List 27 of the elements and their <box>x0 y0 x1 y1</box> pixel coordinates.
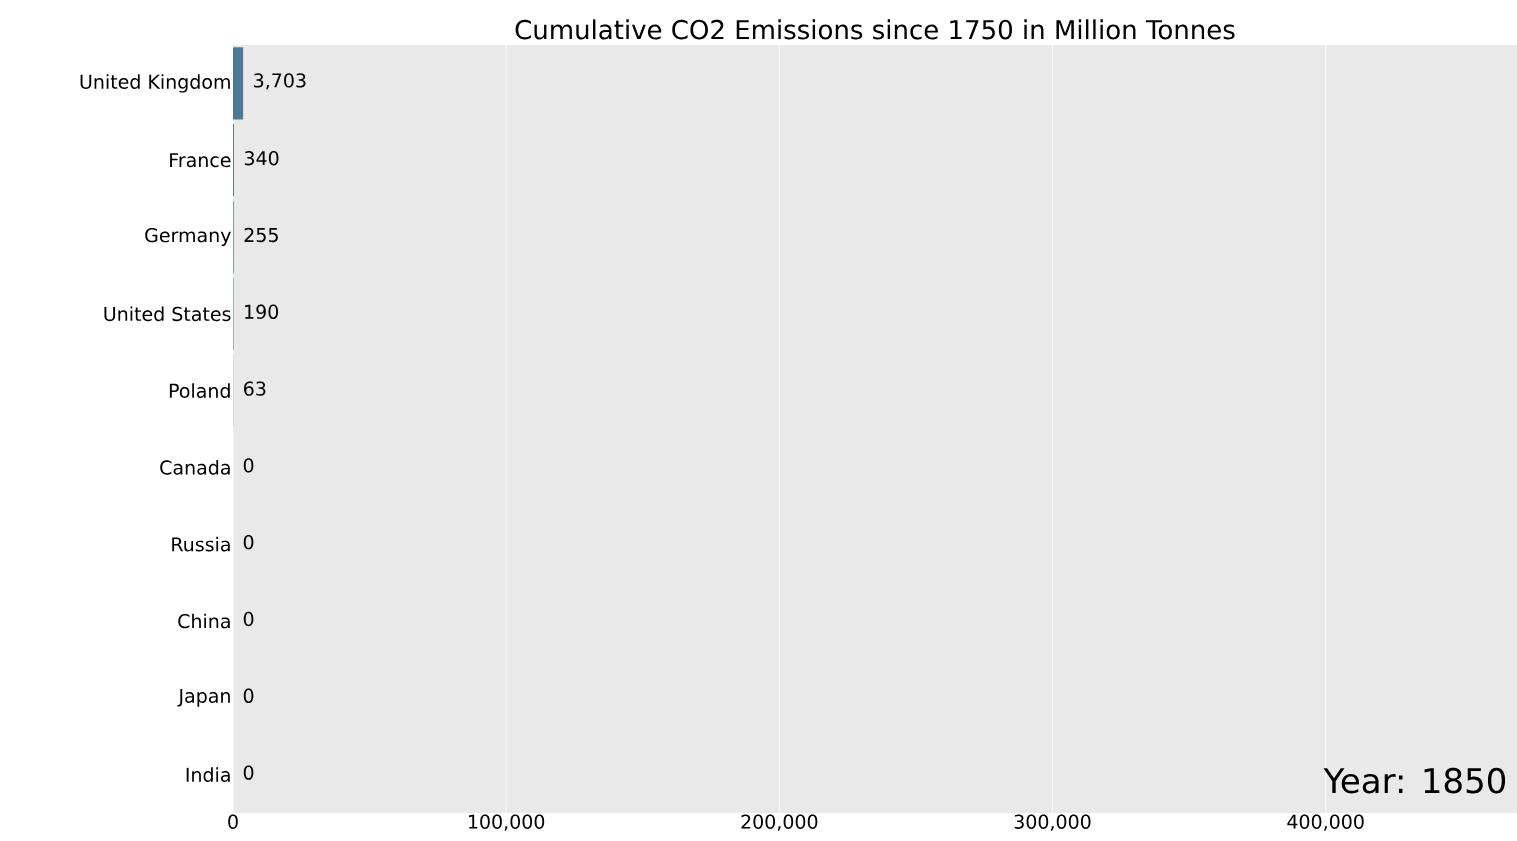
data-label: 3,703 <box>254 73 306 90</box>
chart-title: Cumulative CO2 Emissions since 1750 in Million Tonnes <box>515 19 1235 40</box>
y-tick-label: Japan <box>177 688 230 707</box>
x-tick-label: 100,000 <box>468 814 545 831</box>
y-tick-label: Canada <box>160 460 230 475</box>
data-label: 340 <box>244 151 279 166</box>
data-label: 0 <box>243 688 254 703</box>
data-label: 0 <box>243 765 254 780</box>
annotation: Year: 1850 <box>1323 767 1506 794</box>
y-tick-label: Germany <box>145 227 231 247</box>
x-tick-label: 200,000 <box>741 814 818 831</box>
y-tick-label: India <box>186 767 230 782</box>
data-label: 0 <box>243 458 254 473</box>
data-label: 255 <box>244 227 278 243</box>
data-label: 0 <box>243 535 254 550</box>
data-label: 63 <box>244 381 266 396</box>
x-tick-label: 400,000 <box>1287 814 1364 831</box>
x-tick-label: 300,000 <box>1014 814 1091 831</box>
y-tick-label: United States <box>104 306 231 322</box>
y-tick-label: China <box>178 613 230 629</box>
y-tick-label: France <box>170 153 231 168</box>
data-label: 0 <box>243 611 254 627</box>
y-tick-label: Russia <box>172 536 230 552</box>
y-tick-label: Poland <box>169 383 230 398</box>
y-tick-label: United Kingdom <box>80 74 230 93</box>
x-tick-label: 0 <box>228 814 238 829</box>
data-label: 190 <box>245 304 279 319</box>
